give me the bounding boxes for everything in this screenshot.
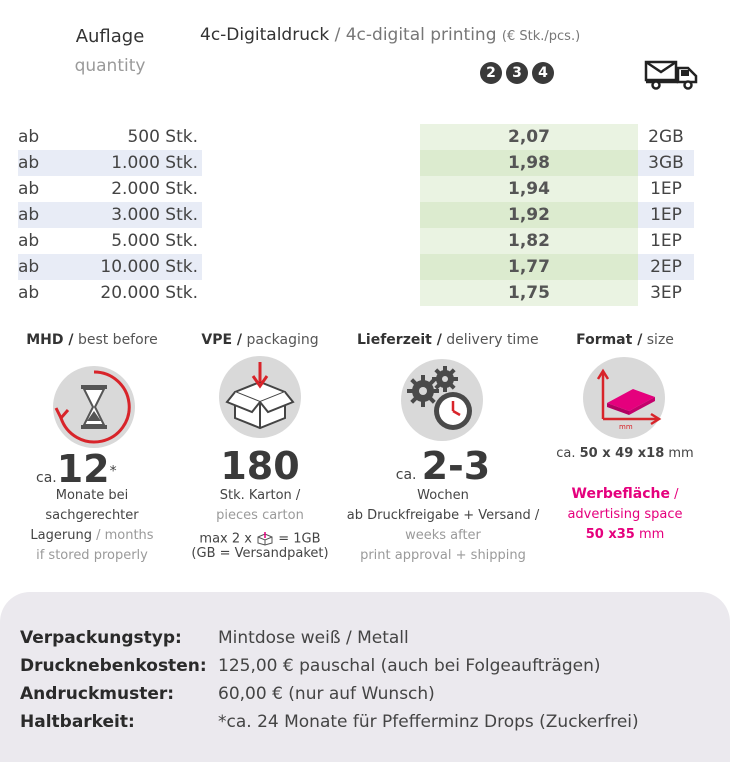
table-row: ab 20.000 Stk. 1,75 3EP — [18, 280, 708, 306]
row-ab: ab — [18, 127, 40, 147]
row-qty: 5.000 Stk. — [111, 231, 198, 251]
row-qty: 10.000 Stk. — [100, 257, 198, 277]
delivery-text: Wochen ab Druckfreigabe + Versand / week… — [346, 488, 540, 563]
svg-text:mm: mm — [619, 423, 633, 431]
row-qty: 3.000 Stk. — [111, 205, 198, 225]
spec-list: Verpackungstyp: Mintdose weiß / Metall Dr… — [20, 624, 639, 736]
circle-3: 3 — [506, 62, 528, 84]
row-qty: 20.000 Stk. — [100, 283, 198, 303]
gears-clock-icon — [401, 359, 483, 441]
delivery-value: ca. 2-3 — [395, 444, 491, 488]
row-ab: ab — [18, 283, 40, 303]
print-unit: (€ Stk./pcs.) — [501, 29, 581, 44]
row-ab: ab — [18, 257, 40, 277]
hourglass-icon — [53, 366, 135, 448]
spec-row: Haltbarkeit: *ca. 24 Monate für Pfeffermi… — [20, 712, 639, 732]
delivery-title: Lieferzeit / delivery time — [357, 332, 539, 348]
row-ship: 2EP — [638, 254, 694, 280]
header-quantity: quantity — [74, 56, 146, 76]
row-qty: 2.000 Stk. — [111, 179, 198, 199]
row-ab: ab — [18, 153, 40, 173]
row-ship: 2GB — [648, 127, 684, 147]
table-row: ab 1.000 Stk. 1,98 3GB — [18, 150, 708, 176]
row-qty: 1.000 Stk. — [111, 153, 198, 173]
format-size: ca. 50 x 49 x18 mm — [556, 446, 694, 461]
row-price: 1,82 — [420, 228, 638, 254]
dimensions-icon: mm — [583, 357, 665, 439]
row-ship: 1EP — [650, 179, 682, 199]
table-row: ab 3.000 Stk. 1,92 1EP — [18, 202, 708, 228]
advertising-space: Werbefläche / advertising space 50 x35 m… — [567, 486, 683, 542]
row-ship: 3GB — [638, 150, 694, 176]
header-auflage: Auflage — [75, 26, 145, 47]
row-ship: 3EP — [650, 283, 682, 303]
format-title: Format / size — [576, 332, 674, 348]
row-ab: ab — [18, 205, 40, 225]
header-print-type: 4c-Digitaldruck / 4c-digital printing (€… — [200, 25, 580, 45]
row-price: 1,75 — [420, 280, 638, 306]
row-price: 1,92 — [420, 202, 638, 228]
print-en: 4c-digital printing — [345, 25, 497, 45]
spec-row: Verpackungstyp: Mintdose weiß / Metall — [20, 628, 409, 648]
row-qty: 500 Stk. — [127, 127, 198, 147]
table-row: ab 10.000 Stk. 1,77 2EP — [18, 254, 708, 280]
row-price: 1,98 — [420, 150, 638, 176]
row-ab: ab — [18, 179, 40, 199]
row-price: 2,07 — [420, 124, 638, 150]
print-sep: / — [329, 25, 346, 45]
row-price: 1,94 — [420, 176, 638, 202]
row-ship: 1EP — [650, 231, 682, 251]
truck-icon — [644, 58, 700, 94]
package-icon — [257, 532, 273, 546]
row-ship: 1EP — [638, 202, 694, 228]
spec-row: Drucknebenkosten: 125,00 € pauschal (auch… — [20, 656, 601, 676]
table-row: ab 500 Stk. 2,07 2GB — [18, 124, 708, 150]
print-de: 4c-Digitaldruck — [200, 25, 330, 45]
vpe-title: VPE / packaging — [201, 332, 319, 348]
mhd-value: ca.12* — [36, 447, 117, 491]
circle-4: 4 — [532, 62, 554, 84]
color-count-circles: 2 3 4 — [480, 62, 554, 84]
spec-panel: Verpackungstyp: Mintdose weiß / Metall Dr… — [0, 592, 730, 762]
box-icon — [219, 356, 301, 438]
table-row: ab 5.000 Stk. 1,82 1EP — [18, 228, 708, 254]
mhd-title: MHD / best before — [26, 332, 158, 348]
price-table: ab 500 Stk. 2,07 2GB ab 1.000 Stk. 1,98 … — [18, 124, 708, 306]
circle-2: 2 — [480, 62, 502, 84]
vpe-text: Stk. Karton / pieces carton max 2 x = 1G… — [191, 488, 329, 561]
table-row: ab 2.000 Stk. 1,94 1EP — [18, 176, 708, 202]
row-ab: ab — [18, 231, 40, 251]
row-price: 1,77 — [420, 254, 638, 280]
vpe-value: 180 — [220, 444, 300, 488]
spec-row: Andruckmuster: 60,00 € (nur auf Wunsch) — [20, 684, 435, 704]
mhd-text: Monate bei sachgerechter Lagerung / mont… — [30, 488, 154, 563]
